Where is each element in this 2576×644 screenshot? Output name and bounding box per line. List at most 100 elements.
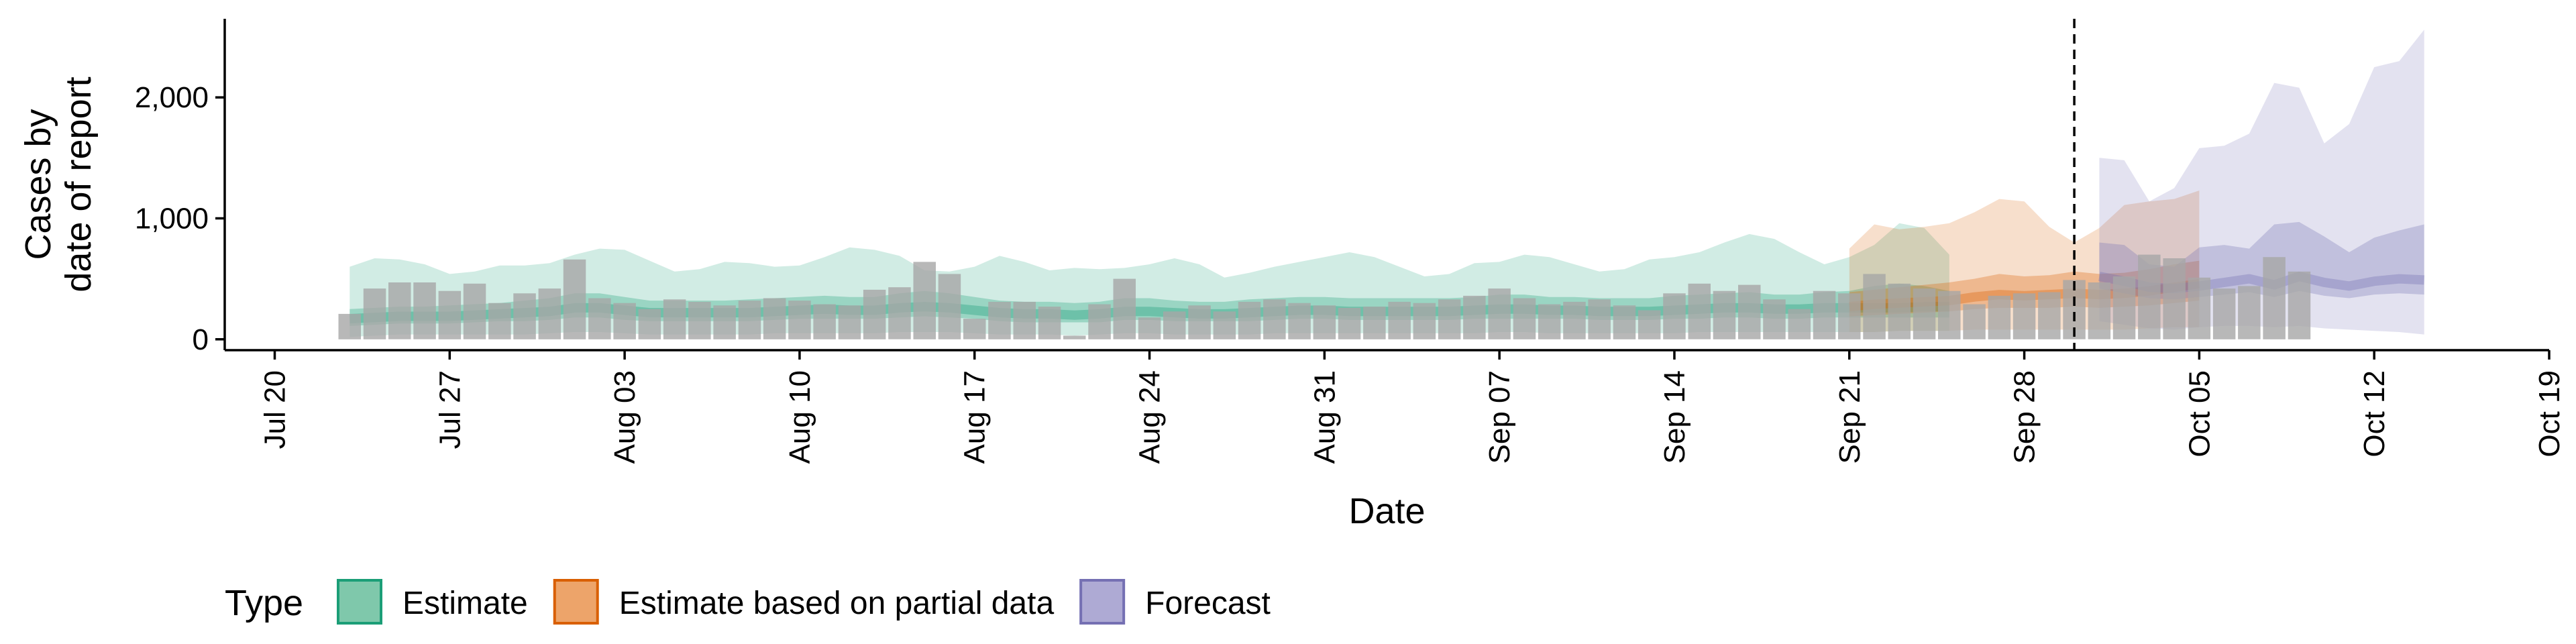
case-bar [1238,301,1261,339]
x-tick-label: Oct 19 [2533,370,2566,458]
partial-band-90 [1849,191,2200,332]
case-bar [2188,277,2211,339]
case-bar [1963,304,1986,339]
legend-label: Estimate [402,586,528,621]
x-axis-title: Date [1348,491,1425,531]
case-bar [2238,286,2261,339]
x-tick-label: Aug 24 [1134,370,1167,464]
case-bar [1738,284,1761,339]
case-bar [1663,293,1686,339]
y-axis-title-line: Cases by [18,109,58,260]
case-bar [913,262,936,339]
case-bar [438,290,462,339]
case-bar [1338,307,1361,339]
x-tick-label: Aug 31 [1308,370,1341,464]
legend-swatch [553,579,599,625]
case-bar [938,274,961,339]
case-bar [2263,257,2286,339]
case-bar [638,309,661,339]
y-tick-label: 2,000 [135,81,209,114]
case-bar [2038,292,2061,339]
case-bar [1563,301,1586,339]
x-tick-label: Aug 17 [959,370,991,464]
legend-title: Type [225,583,303,623]
partial-band-50 [1849,260,2200,317]
case-bar [1713,290,1736,339]
case-bar [1588,299,1611,339]
case-bar [1788,309,1811,339]
case-bar [1938,290,1961,339]
case-bar [1188,305,1211,339]
y-axis-title-line: date of report [58,76,99,292]
case-bar [2012,293,2036,339]
case-bar [1513,298,1536,339]
case-bar [1863,274,1886,339]
legend-label: Forecast [1145,586,1271,621]
case-bar [1613,305,1636,339]
case-bar [1838,293,1861,339]
x-tick-label: Oct 12 [2358,370,2391,458]
y-tick-label: 0 [193,323,209,356]
case-bar [1013,301,1036,339]
case-bar [663,299,686,339]
case-bar [1388,301,1411,339]
case-bar [1088,304,1111,339]
case-bar [1488,288,1511,339]
x-tick-label: Aug 03 [608,370,641,464]
case-bar [1038,307,1061,339]
legend-label: Estimate based on partial data [619,586,1055,621]
case-bar [1163,311,1186,339]
x-tick-label: Aug 10 [784,370,816,464]
case-bar [1688,283,1711,339]
case-bar [1813,290,1836,339]
case-bar [363,288,386,339]
x-tick-label: Jul 27 [433,370,466,449]
case-bar [2212,288,2236,339]
case-bar [1913,288,1936,339]
case-bar [1363,307,1386,339]
x-tick-label: Oct 05 [2183,370,2216,458]
case-bar [813,304,836,339]
y-tick-label: 1,000 [135,202,209,235]
case-bar [513,293,536,339]
case-bar [1413,303,1436,339]
case-bar [1763,299,1786,339]
case-bar [413,282,436,339]
legend-swatch [1079,579,1126,625]
axes: 0 1,000 2,000 Jul 20 Jul 27 Aug 03 Aug 10 Aug 1… [18,19,2566,531]
case-bar [2138,254,2161,339]
case-bar [613,303,636,339]
case-bar [538,288,561,339]
bar-layer [338,254,2311,339]
case-bar [763,298,786,339]
case-bar [588,298,611,339]
case-bar [688,301,711,339]
x-tick-label: Jul 20 [259,370,292,449]
case-bar [463,283,486,339]
case-bar [838,305,861,339]
case-bar [2163,258,2186,339]
case-bar [388,282,411,339]
case-bar [1538,304,1561,339]
case-bar [2088,282,2111,339]
x-tick-label: Sep 21 [1833,370,1866,464]
case-bar [963,319,986,339]
case-bar [1138,317,1161,339]
case-bar [1288,303,1311,339]
case-bar [1313,305,1336,339]
case-bar [1263,299,1286,339]
case-bar [738,301,761,339]
legend: Type Estimate Estimate based on partial da… [225,579,1271,625]
case-bar [338,313,361,339]
case-bar [1213,311,1236,339]
case-bar [1638,310,1661,339]
case-bar [1438,299,1461,339]
case-bar [1463,295,1486,339]
case-bar [2112,276,2136,339]
case-bar [888,287,911,339]
case-bar [863,289,886,339]
case-bar [2288,271,2311,339]
x-tick-label: Sep 07 [1483,370,1516,464]
x-tick-label: Sep 14 [1658,370,1691,464]
